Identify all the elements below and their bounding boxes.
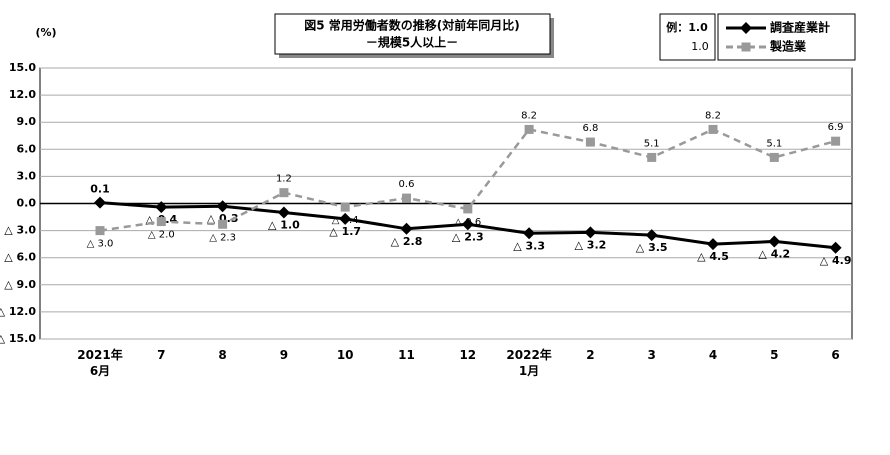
data-label: △ 4.2 [758,247,790,260]
data-label: △ 3.5 [636,241,668,254]
marker [156,217,166,227]
data-label: △ 0.3 [207,212,239,225]
y-axis-label: (%) [35,26,56,39]
data-label: △ 2.0 [148,230,175,241]
y-tick-label: △ 6.0 [4,251,36,264]
marker [279,188,289,198]
title-box [274,13,551,55]
data-label: △ 1.7 [329,225,361,238]
marker [647,152,657,162]
marker [645,229,658,242]
data-label: 8.2 [705,110,721,121]
marker [523,227,536,240]
data-label: △ 3.3 [513,239,545,252]
marker [707,238,719,251]
data-label: 8.2 [521,110,537,121]
chart-title: 図5 常用労働者数の推移(対前年同月比) [304,18,520,33]
data-label: △ 4.9 [820,254,852,267]
data-label: △ 2.3 [209,232,236,243]
marker [94,196,106,209]
x-tick-label: 2 [586,348,595,362]
x-tick-label: 2022年 1月 [506,348,552,378]
legend-label: 製造業 [769,39,807,54]
y-tick-label: 6.0 [17,142,37,155]
marker [402,193,411,203]
data-label: △ 0.6 [454,217,481,228]
marker [585,137,595,147]
marker [463,204,473,214]
data-label: △ 0.4 [332,215,359,226]
marker [524,124,534,134]
legend-box [717,13,856,61]
marker [708,124,718,134]
marker [584,226,597,239]
x-tick-label: 3 [647,348,656,362]
marker [461,218,474,231]
marker [339,212,352,225]
legend-label: 調査産業計 [770,20,830,35]
marker [768,235,781,248]
x-tick-label: 4 [708,348,718,362]
x-tick-label: 10 [336,348,354,362]
marker [769,152,779,162]
label-example-box [659,13,716,61]
marker [218,219,228,229]
data-label: 6.8 [582,123,598,134]
y-tick-label: △ 12.0 [0,305,36,318]
y-tick-label: 15.0 [9,61,36,74]
data-label: △ 4.5 [697,250,729,263]
y-tick-label: 0.0 [17,197,37,210]
x-tick-label: 8 [218,348,227,362]
data-label: △ 3.0 [87,239,114,250]
data-label: △ 3.2 [575,238,607,251]
legend-marker [741,42,751,52]
marker [155,201,168,214]
marker [216,200,229,213]
x-tick-label: 6 [831,348,840,362]
marker [95,226,105,236]
data-label: 5.1 [766,138,782,149]
marker [277,206,290,219]
y-tick-label: 3.0 [17,169,37,182]
marker [829,241,842,254]
label-example: 1.0 [691,40,709,53]
y-tick-label: △ 3.0 [4,224,36,237]
data-label: △ 1.0 [268,219,300,232]
y-tick-label: 12.0 [9,88,36,101]
data-label: 5.1 [644,138,660,149]
data-label: 1.2 [276,174,292,185]
data-label: 0.6 [399,179,415,190]
y-tick-label: △ 9.0 [4,278,36,291]
x-tick-label: 11 [398,348,415,362]
data-label: 0.1 [90,183,110,196]
marker [831,136,841,146]
data-label: 6.9 [828,122,844,133]
marker [340,202,350,212]
chart-subtitle: －規模5人以上－ [366,35,458,50]
data-label: △ 2.3 [452,230,484,243]
x-tick-label: 12 [459,348,477,362]
x-tick-label: 9 [279,348,289,362]
marker [400,222,413,235]
x-tick-label: 7 [157,348,166,362]
data-label: △ 2.8 [391,235,423,248]
legend-marker [740,22,752,34]
x-tick-label: 2021年 6月 [77,348,123,378]
label-example: 例：1.0 [666,20,708,34]
y-tick-label: 9.0 [17,115,37,128]
x-tick-label: 5 [770,348,779,362]
y-tick-label: △ 15.0 [0,332,36,345]
